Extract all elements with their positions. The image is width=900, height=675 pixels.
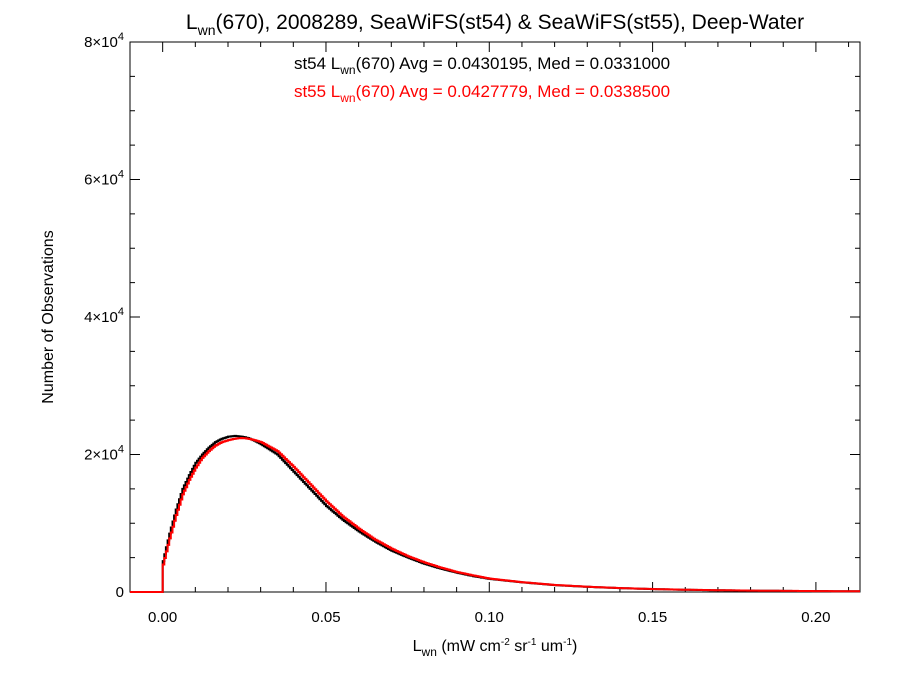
title-subscript: wn [197, 22, 216, 38]
series-line-0 [130, 434, 860, 593]
annotation-st54-post: (670) Avg = 0.0430195, Med = 0.0331000 [356, 54, 670, 73]
y-tick-label-2: 4×104 [84, 306, 124, 326]
xlabel-exp-1: -2 [501, 637, 510, 648]
xlabel-units: (mW cm [437, 638, 501, 655]
annotation-st54: st54 Lwn(670) Avg = 0.0430195, Med = 0.0… [294, 54, 670, 77]
annotation-st54-pre: st54 L [294, 54, 340, 73]
annotation-st55-pre: st55 L [294, 82, 340, 101]
x-axis-label: Lwn (mW cm-2 sr-1 um-1) [413, 637, 578, 659]
plot-frame [129, 41, 861, 593]
annotation-st55-post: (670) Avg = 0.0427779, Med = 0.0338500 [356, 82, 670, 101]
xlabel-sr: sr [510, 638, 528, 655]
title-main: L [186, 11, 198, 34]
y-tick-label-3: 6×104 [84, 169, 124, 189]
xlabel-close: ) [572, 638, 577, 655]
xlabel-exp-3: -1 [563, 637, 572, 648]
x-tick-label-4: 0.20 [801, 609, 830, 626]
x-tick-label-0: 0.00 [148, 609, 177, 626]
x-tick-label-3: 0.15 [638, 609, 667, 626]
x-tick-label-1: 0.05 [311, 609, 340, 626]
chart-title: Lwn(670), 2008289, SeaWiFS(st54) & SeaWi… [186, 11, 804, 38]
annotation-st55-sub: wn [339, 91, 355, 105]
series-line-1 [130, 437, 860, 593]
xlabel-exp-2: -1 [528, 637, 537, 648]
y-tick-label-4: 8×104 [84, 31, 124, 51]
y-tick-label-0: 0 [116, 584, 124, 601]
title-rest: (670), 2008289, SeaWiFS(st54) & SeaWiFS(… [215, 11, 804, 34]
xlabel-um: um [536, 638, 563, 655]
x-tick-label-2: 0.10 [475, 609, 504, 626]
annotation-st54-sub: wn [339, 63, 355, 77]
annotation-st55: st55 Lwn(670) Avg = 0.0427779, Med = 0.0… [294, 82, 670, 105]
y-tick-label-1: 2×104 [84, 444, 124, 464]
y-axis-label: Number of Observations [40, 230, 57, 403]
y-axis-ticks: 0 2×104 4×104 6×104 8×104 [84, 31, 860, 601]
xlabel-subscript: wn [421, 645, 437, 659]
x-axis-ticks: 0.00 0.05 0.10 0.15 0.20 [129, 42, 850, 626]
xlabel-main: L [413, 638, 422, 655]
series-layer [130, 434, 860, 593]
